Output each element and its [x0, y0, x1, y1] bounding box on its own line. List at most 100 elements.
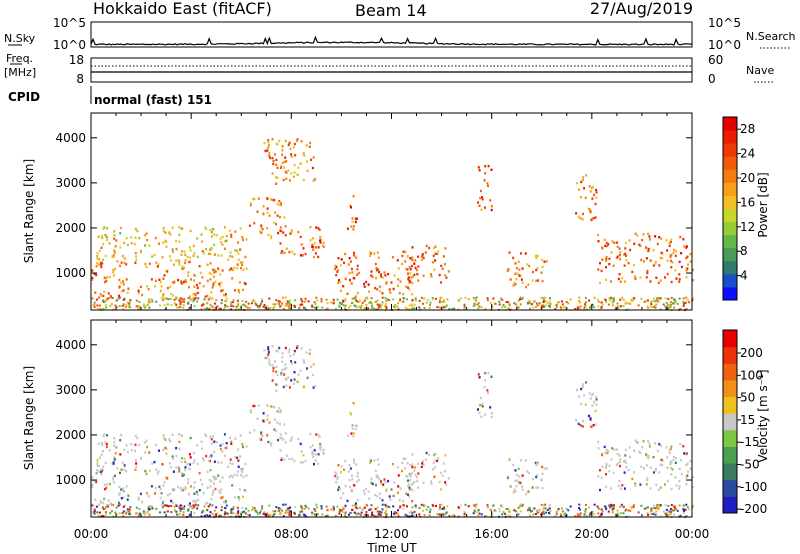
velocity-echo: [577, 422, 580, 426]
power-echo: [202, 285, 205, 288]
velocity-echo: [101, 443, 104, 447]
power-echo: [363, 308, 366, 311]
velocity-echo: [588, 392, 591, 395]
power-echo: [477, 166, 480, 169]
velocity-echo: [162, 436, 165, 440]
velocity-echo: [549, 509, 552, 512]
velocity-echo: [413, 480, 416, 484]
velocity-echo: [96, 462, 99, 465]
power-echo: [543, 260, 546, 263]
power-echo: [672, 302, 674, 305]
power-echo: [295, 139, 298, 143]
power-echo: [357, 271, 360, 275]
power-echo: [207, 298, 210, 301]
velocity-echo: [281, 509, 284, 512]
velocity-echo: [429, 511, 431, 513]
power-echo: [279, 300, 282, 303]
power-echo: [507, 301, 510, 304]
power-echo: [307, 300, 310, 303]
power-echo: [682, 301, 685, 304]
velocity-echo: [285, 384, 288, 387]
velocity-echo: [167, 505, 170, 508]
velocity-echo: [238, 498, 241, 501]
velocity-echo: [623, 471, 626, 474]
velocity-echo: [643, 507, 646, 510]
power-echo: [691, 268, 694, 272]
nsky-panel: [90, 21, 693, 48]
power-echo: [112, 254, 115, 257]
velocity-echo: [220, 496, 223, 500]
velocity-echo: [284, 503, 287, 506]
power-echo: [105, 306, 108, 309]
power-echo: [600, 269, 603, 273]
velocity-echo: [266, 404, 269, 407]
velocity-echo: [582, 385, 584, 389]
velocity-echo: [279, 433, 282, 436]
velocity-echo: [196, 493, 199, 496]
power-echo: [192, 244, 195, 248]
velocity-echo: [610, 505, 613, 507]
velocity-echo: [151, 507, 154, 510]
power-echo: [326, 302, 329, 305]
velocity-echo: [290, 436, 293, 439]
power-echo: [260, 226, 263, 229]
power-echo: [204, 295, 207, 298]
power-echo: [97, 263, 100, 266]
velocity-echo: [315, 433, 318, 436]
power-echo: [620, 296, 623, 299]
power-echo: [189, 249, 192, 252]
velocity-echo: [348, 513, 350, 516]
power-echo: [392, 256, 394, 259]
velocity-echo: [148, 505, 151, 508]
velocity-echo: [444, 454, 447, 457]
velocity-echo: [166, 493, 169, 497]
velocity-echo: [513, 488, 516, 491]
velocity-echo: [96, 464, 99, 467]
velocity-echo: [315, 503, 318, 506]
power-echo: [521, 281, 524, 284]
power-echo: [605, 300, 608, 303]
velocity-echo: [123, 464, 126, 467]
velocity-echo: [370, 509, 373, 512]
power-echo: [606, 244, 609, 248]
velocity-echo: [691, 475, 694, 479]
velocity-echo: [382, 483, 385, 486]
velocity-echo: [127, 494, 130, 497]
nsearch-label: N.Search: [746, 30, 796, 43]
power-echo: [94, 291, 97, 294]
power-echo: [623, 253, 625, 256]
velocity-echo: [686, 474, 689, 478]
power-echo: [377, 308, 380, 311]
power-echo: [670, 266, 673, 269]
velocity-echo: [616, 448, 618, 451]
power-echo: [534, 306, 537, 308]
power-echo: [652, 264, 655, 267]
velocity-echo: [521, 488, 524, 491]
power-echo: [205, 227, 208, 231]
power-echo: [272, 162, 275, 166]
power-echo: [122, 280, 124, 283]
power-echo: [134, 261, 137, 264]
power-echo: [546, 302, 549, 304]
velocity-echo: [121, 512, 124, 514]
velocity-echo: [627, 509, 630, 512]
power-echo: [334, 264, 337, 267]
power-echo: [148, 306, 151, 309]
velocity-echo: [206, 508, 209, 511]
power-echo: [643, 300, 646, 303]
velocity-echo: [442, 513, 445, 516]
power-echo: [512, 256, 515, 260]
power-echo: [175, 247, 178, 251]
velocity-echo: [260, 509, 262, 512]
power-echo: [293, 142, 296, 146]
power-echo: [506, 269, 509, 273]
power-echo: [91, 297, 94, 300]
velocity-echo: [514, 490, 517, 493]
power-echo: [103, 301, 105, 303]
velocity-echo: [665, 508, 668, 511]
power-echo: [232, 305, 235, 308]
velocity-echo: [416, 479, 419, 483]
velocity-echo: [194, 504, 197, 507]
power-echo: [252, 299, 254, 302]
power-echo: [313, 242, 316, 245]
